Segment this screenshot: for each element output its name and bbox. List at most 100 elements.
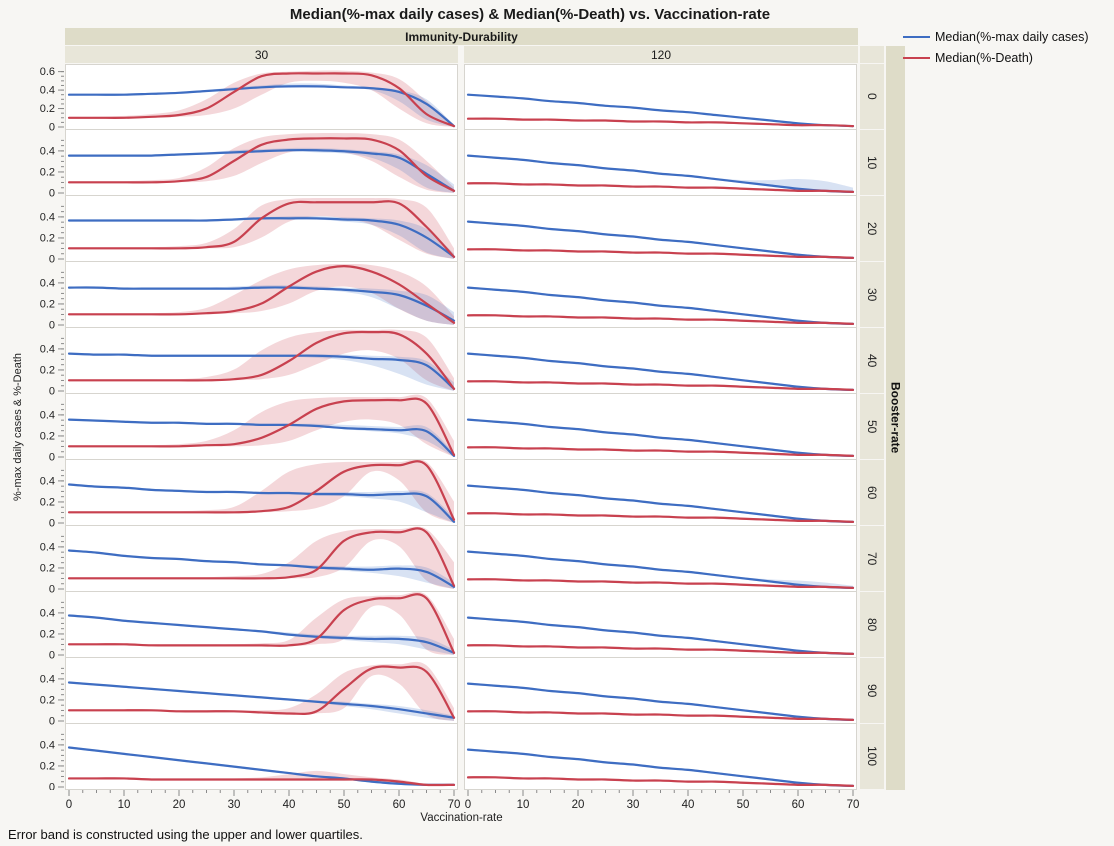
row-facet-corner <box>860 46 884 63</box>
svg-text:60: 60 <box>792 799 805 811</box>
facet-panel-imm120-boost40 <box>464 328 857 394</box>
death-median-line <box>67 200 456 258</box>
row-facet-label-text: 0 <box>865 93 879 100</box>
row-facet-label-text: 30 <box>865 287 879 302</box>
death-quartile-band <box>69 526 454 589</box>
row-facet-band: Booster-rate <box>886 46 905 790</box>
row-facet-label-10: 10 <box>860 130 884 195</box>
death-median-line <box>67 137 456 192</box>
svg-text:50: 50 <box>338 799 351 811</box>
svg-text:60: 60 <box>393 799 406 811</box>
page-title: Median(%-max daily cases) & Median(%-Dea… <box>289 6 771 23</box>
svg-text:40: 40 <box>283 799 296 811</box>
facet-panel-imm120-boost80 <box>464 592 857 658</box>
row-facet-label-50: 50 <box>860 394 884 459</box>
cases-median-line <box>67 681 456 719</box>
legend-item-cases: Median(%-max daily cases) <box>903 30 1089 44</box>
svg-text:0.2: 0.2 <box>40 694 55 706</box>
death-quartile-band <box>69 132 454 193</box>
column-facet-title: Immunity-Durability <box>405 29 518 44</box>
y-axis-ticks: 0 0.2 0.4 0.6 0 0.2 0.4 0 0.2 0.4 0 0.2 0.4 0 0.2 0.4 0 0… <box>40 66 64 794</box>
svg-text:0: 0 <box>49 782 55 791</box>
cases-median-line <box>67 352 456 390</box>
svg-text:0.2: 0.2 <box>40 298 55 310</box>
svg-text:0.4: 0.4 <box>40 85 55 97</box>
svg-text:0.2: 0.2 <box>40 628 55 640</box>
death-quartile-band <box>69 329 454 391</box>
facet-panel-imm120-boost30 <box>464 262 857 328</box>
row-facet-label-80: 80 <box>860 592 884 657</box>
death-quartile-band <box>69 197 454 259</box>
footnote: Error band is constructed using the uppe… <box>8 827 363 842</box>
cases-median-line <box>466 418 855 457</box>
svg-text:20: 20 <box>572 799 585 811</box>
facet-panel-imm30-boost20 <box>65 196 458 262</box>
death-quartile-band <box>69 70 454 127</box>
row-facet-label-text: 10 <box>865 155 879 170</box>
death-median-line <box>466 512 855 523</box>
legend-label-cases: Median(%-max daily cases) <box>935 30 1089 44</box>
facet-panel-imm30-boost10 <box>65 130 458 196</box>
row-facet-label-0: 0 <box>860 64 884 129</box>
death-median-line <box>466 710 855 721</box>
death-median-line <box>466 578 855 589</box>
facet-panel-imm30-boost90 <box>65 658 458 724</box>
death-median-line <box>466 776 855 787</box>
row-facet-label-100: 100 <box>860 724 884 789</box>
row-facet-label-text: 100 <box>865 746 879 767</box>
cases-median-line <box>466 748 855 787</box>
svg-text:0.4: 0.4 <box>40 607 55 619</box>
legend-item-death: Median(%-Death) <box>903 51 1089 65</box>
svg-text:0: 0 <box>49 254 55 266</box>
death-median-line <box>466 117 855 128</box>
svg-text:0: 0 <box>49 650 55 662</box>
death-median-line <box>67 72 456 128</box>
svg-text:30: 30 <box>627 799 640 811</box>
svg-text:0.4: 0.4 <box>40 541 55 553</box>
svg-text:0: 0 <box>49 122 55 134</box>
cases-quartile-band <box>69 352 454 391</box>
cases-median-line <box>466 682 855 721</box>
cases-quartile-band <box>69 483 454 523</box>
row-facet-label-text: 50 <box>865 419 879 434</box>
x-axis: 0 10 20 30 40 50 60 70 0 10 20 30 40 50 60 70 <box>65 790 859 816</box>
row-facet-label-90: 90 <box>860 658 884 723</box>
death-median-line <box>67 527 456 587</box>
facet-panel-imm120-boost90 <box>464 658 857 724</box>
cases-median-line <box>67 286 456 322</box>
svg-text:10: 10 <box>118 799 131 811</box>
svg-text:70: 70 <box>847 799 859 811</box>
row-facet-label-text: 90 <box>865 683 879 698</box>
svg-text:0: 0 <box>49 716 55 728</box>
cases-median-line <box>466 93 855 128</box>
facet-panel-imm120-boost50 <box>464 394 857 460</box>
x-axis-title: Vaccination-rate <box>420 812 503 824</box>
svg-text:20: 20 <box>173 799 186 811</box>
cases-median-line <box>466 154 855 193</box>
svg-text:0: 0 <box>49 452 55 464</box>
svg-text:0.4: 0.4 <box>40 277 55 289</box>
facet-panel-imm120-boost10 <box>464 130 857 196</box>
row-facet-label-text: 60 <box>865 485 879 500</box>
facet-panel-imm30-boost80 <box>65 592 458 658</box>
facet-panel-imm30-boost70 <box>65 526 458 592</box>
death-median-line <box>466 644 855 655</box>
death-median-line <box>67 397 456 456</box>
death-quartile-band <box>69 460 454 523</box>
death-median-line <box>67 777 456 787</box>
facet-panel-imm30-boost50 <box>65 394 458 460</box>
death-median-line <box>466 182 855 193</box>
facet-panel-imm120-boost60 <box>464 460 857 526</box>
death-median-line <box>466 248 855 259</box>
column-facet-band: Immunity-Durability <box>65 28 858 45</box>
legend-swatch-death <box>903 57 930 59</box>
row-facet-label-40: 40 <box>860 328 884 393</box>
svg-text:0.4: 0.4 <box>40 475 55 487</box>
facet-panel-imm120-boost100 <box>464 724 857 790</box>
svg-text:0: 0 <box>49 518 55 530</box>
death-median-line <box>67 265 456 324</box>
row-facet-label-30: 30 <box>860 262 884 327</box>
y-axis: 0 0.2 0.4 0.6 0 0.2 0.4 0 0.2 0.4 0 0.2 0.4 0 0.2 0.4 0 0… <box>0 64 65 794</box>
cases-median-line <box>67 148 456 192</box>
